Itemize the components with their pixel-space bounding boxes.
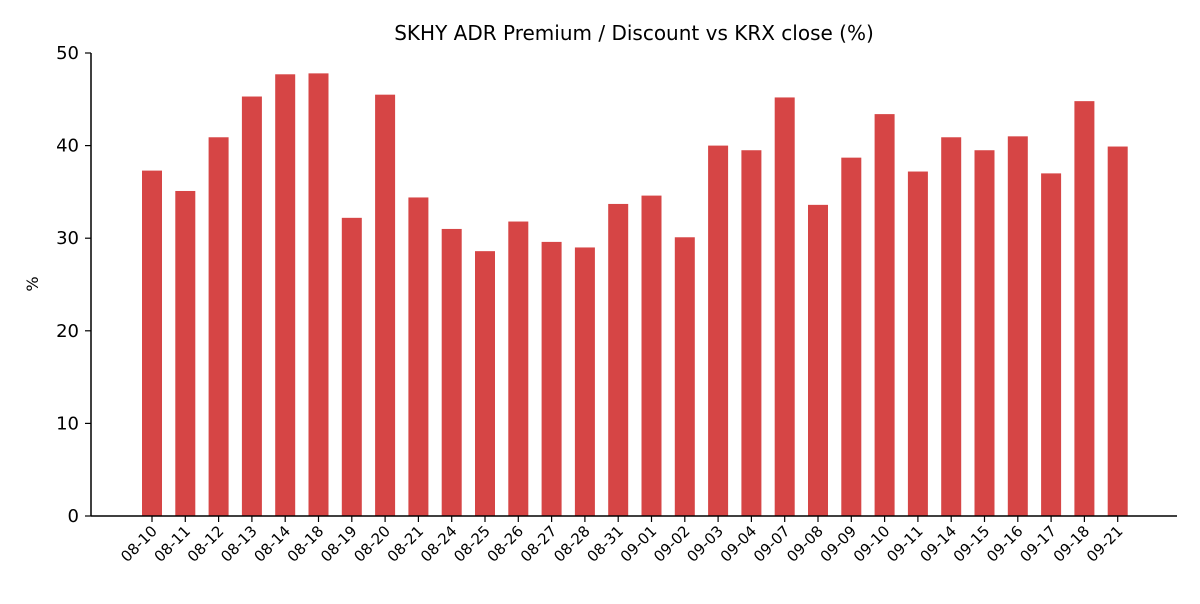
x-tick-label: 08-12: [184, 522, 228, 566]
bar-08-11: [175, 190, 196, 516]
x-tick-label: 09-15: [950, 522, 994, 566]
y-tick-label: 50: [56, 43, 79, 64]
y-tick-label: 40: [56, 136, 79, 157]
bar-08-19: [341, 217, 362, 516]
bar-09-18: [1074, 101, 1095, 517]
y-tick-label: 20: [56, 321, 79, 342]
x-tick-label: 09-07: [750, 522, 794, 566]
bar-08-31: [608, 203, 629, 516]
bar-08-26: [508, 221, 529, 516]
bar-08-24: [441, 228, 462, 516]
x-tick-label: 08-27: [517, 522, 561, 566]
x-tick-label: 09-10: [850, 522, 894, 566]
y-tick-label: 0: [68, 506, 79, 527]
y-ticks-group: 0 10 20 30 40 50: [56, 43, 91, 527]
bar-08-12: [208, 137, 229, 516]
x-tick-label: 08-11: [151, 522, 195, 566]
bar-09-01: [641, 195, 662, 516]
bar-09-17: [1041, 173, 1062, 516]
x-tick-label: 09-18: [1050, 522, 1094, 566]
bar-08-21: [408, 197, 429, 516]
bar-08-10: [142, 170, 162, 516]
bar-08-20: [375, 94, 396, 517]
x-tick-label: 08-25: [450, 522, 494, 566]
bar-09-09: [841, 157, 862, 516]
bar-09-16: [1007, 136, 1028, 516]
x-tick-label: 08-28: [550, 522, 594, 566]
bar-08-28: [574, 247, 595, 516]
x-tick-label: 08-19: [317, 522, 361, 566]
x-tick-label: 09-01: [617, 522, 661, 566]
x-tick-label: 09-21: [1083, 522, 1127, 566]
y-axis-label: %: [23, 276, 42, 291]
x-tick-label: 09-11: [883, 522, 927, 566]
x-tick-label: 08-18: [284, 522, 328, 566]
bar-09-14: [941, 137, 962, 516]
y-tick-label: 30: [56, 228, 79, 249]
x-tick-label: 08-21: [384, 522, 428, 566]
bar-08-18: [308, 73, 329, 517]
x-tick-label: 08-14: [250, 522, 294, 566]
x-tick-label: 08-26: [484, 522, 528, 566]
x-tick-label: 09-02: [650, 522, 694, 566]
bar-09-02: [674, 237, 695, 516]
bar-09-03: [708, 145, 729, 516]
bar-08-25: [475, 251, 495, 516]
bar-09-21: [1107, 146, 1128, 516]
x-tick-label: 09-17: [1016, 522, 1060, 566]
x-tick-label: 08-20: [350, 522, 394, 566]
bar-09-07: [774, 97, 795, 516]
x-tick-label: 08-10: [117, 522, 161, 566]
x-ticks-group: 08-1008-1108-1208-1308-1408-1808-1908-20…: [117, 516, 1127, 566]
bar-09-04: [741, 150, 762, 517]
bar-09-11: [907, 171, 928, 516]
y-tick-label: 10: [56, 413, 79, 434]
bar-08-13: [241, 96, 262, 517]
bar-09-10: [874, 114, 895, 517]
x-tick-label: 09-09: [817, 522, 861, 566]
axes-group: [90, 53, 1177, 517]
x-tick-label: 09-03: [683, 522, 727, 566]
x-tick-label: 08-13: [217, 522, 261, 566]
bar-08-14: [275, 74, 296, 517]
x-tick-label: 08-24: [417, 522, 461, 566]
x-tick-label: 09-04: [717, 522, 761, 566]
x-tick-label: 09-16: [983, 522, 1027, 566]
bar-08-27: [541, 241, 562, 516]
bar-09-08: [808, 204, 828, 517]
x-tick-label: 08-31: [583, 522, 627, 566]
bars-group: [142, 73, 1128, 517]
chart-title: SKHY ADR Premium / Discount vs KRX close…: [394, 21, 874, 45]
bar-09-15: [974, 150, 995, 517]
x-tick-label: 09-08: [783, 522, 827, 566]
x-tick-label: 09-14: [916, 522, 960, 566]
